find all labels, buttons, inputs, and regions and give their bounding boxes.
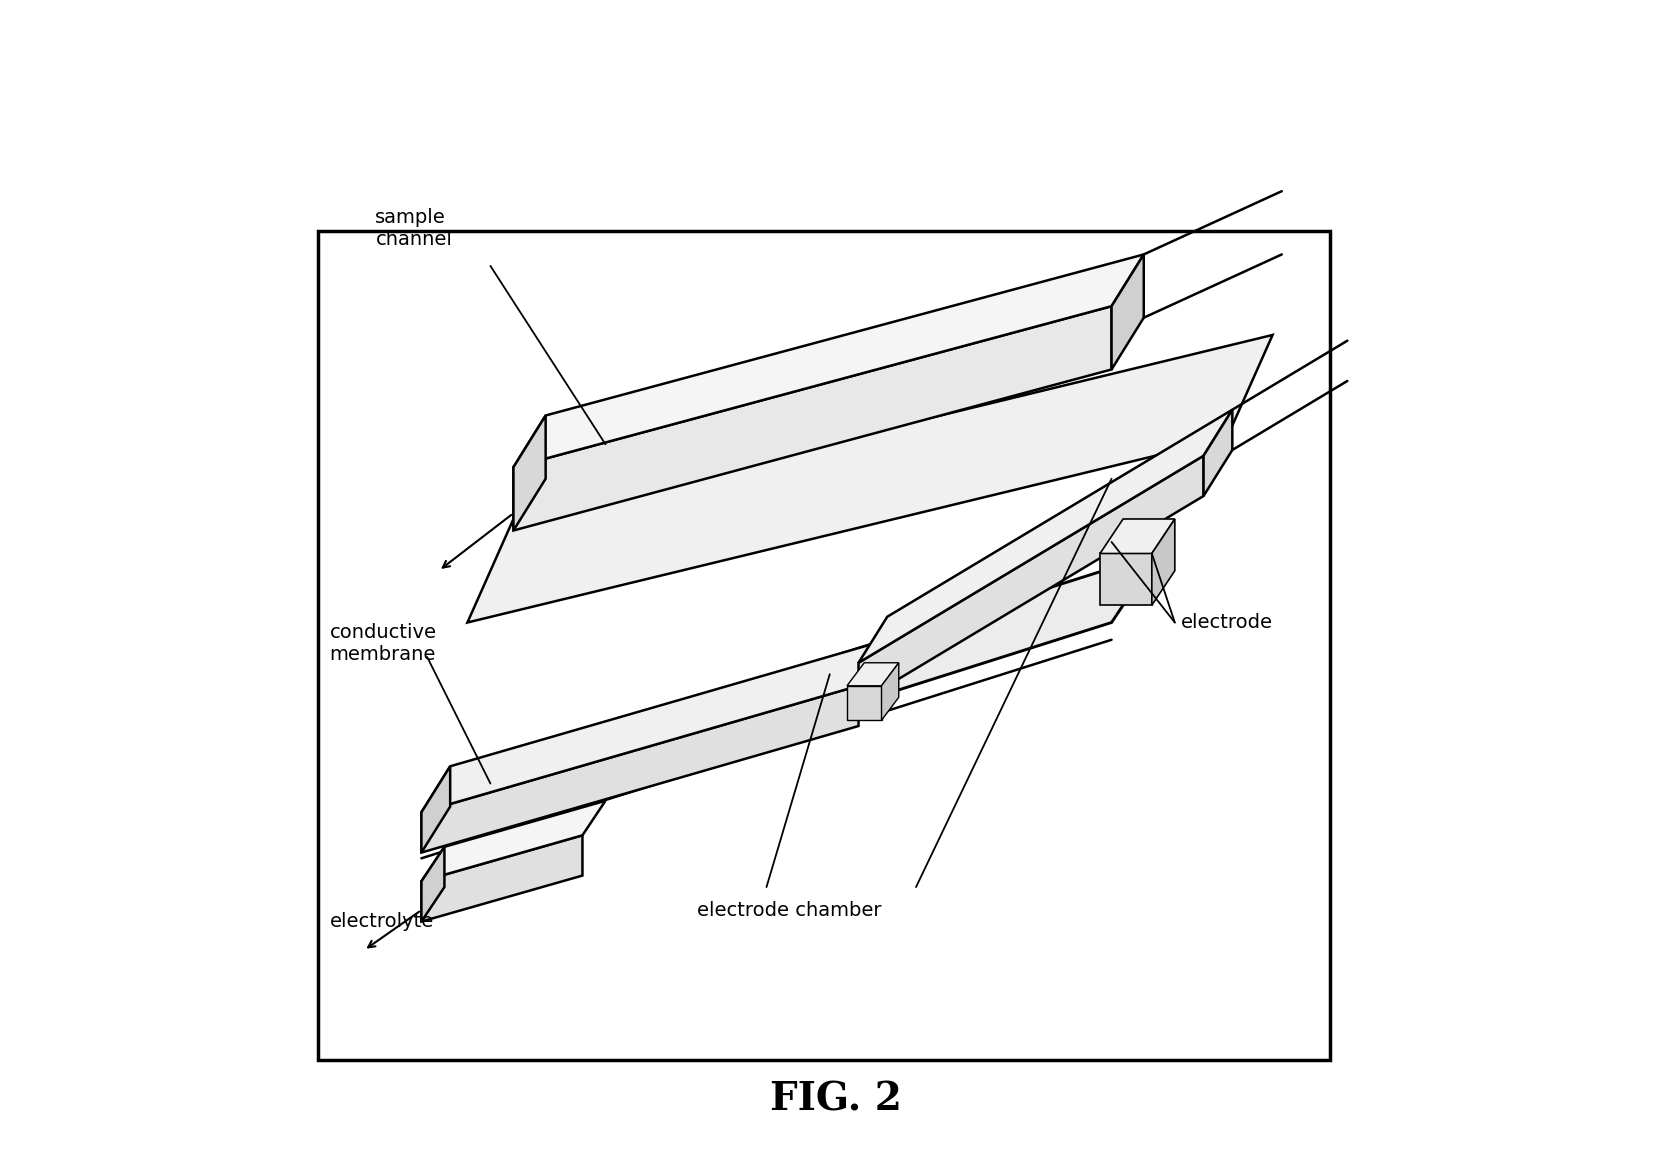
Polygon shape [468,336,1273,623]
Polygon shape [421,686,859,852]
Polygon shape [421,835,583,921]
Polygon shape [421,640,887,813]
Text: conductive
membrane: conductive membrane [329,623,436,663]
Text: FIG. 2: FIG. 2 [770,1080,901,1118]
Polygon shape [513,415,546,530]
Polygon shape [421,553,1158,841]
Polygon shape [1100,553,1151,605]
Polygon shape [513,307,1111,530]
Polygon shape [513,255,1143,467]
Text: electrode chamber: electrode chamber [697,900,882,920]
Polygon shape [859,455,1203,703]
Polygon shape [421,801,605,881]
Polygon shape [421,767,449,852]
Polygon shape [882,663,899,721]
Polygon shape [1203,409,1232,496]
Polygon shape [859,409,1232,663]
Text: sample
channel: sample channel [376,209,453,249]
Bar [317,232,1330,1060]
Text: electrode: electrode [1181,613,1273,632]
Text: electrolyte: electrolyte [329,912,434,932]
Polygon shape [1151,519,1175,605]
Polygon shape [421,846,444,921]
Polygon shape [847,686,882,721]
Polygon shape [1100,519,1175,553]
Polygon shape [847,663,899,686]
Polygon shape [1111,255,1143,369]
